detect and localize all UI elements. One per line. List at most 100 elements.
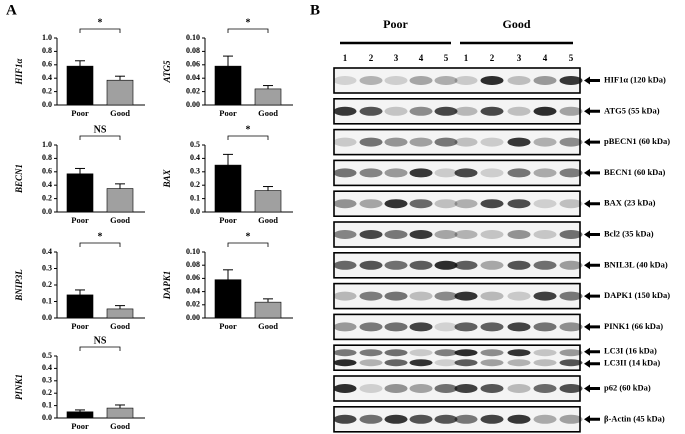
blot-band [434,230,458,239]
blot-band [434,359,458,367]
blot-band [409,106,433,116]
y-axis-label: ATG5 [162,60,172,84]
blot-band [434,106,458,116]
blot-band [333,106,357,116]
y-tick-label: 0.08 [186,46,200,55]
y-tick-label: 0.0 [42,100,52,109]
arrow [584,76,600,85]
protein-label: p62 (60 kDa) [604,382,651,392]
blot-band [559,137,583,147]
blot-band [409,414,433,424]
y-tick-label: 0.8 [42,153,52,162]
blot-band [359,359,383,367]
x-tick-label: Good [258,215,278,225]
blot-band [409,168,433,178]
bar [106,407,134,419]
blot-band [359,414,383,424]
blot-band [533,168,557,178]
protein-label: LC3I (16 kDa) [604,346,657,356]
protein-label: BAX (23 kDa) [604,198,656,208]
blot-band [480,359,504,367]
blot-strip [333,190,583,217]
blot-band [480,76,504,85]
blot-band [480,291,504,301]
blot-band [533,359,557,367]
blot-band [454,260,478,270]
y-tick-label: 0.04 [186,286,200,295]
arrow [584,359,600,368]
blot-strip [333,128,583,156]
blot-band [359,384,383,393]
blot-band [384,260,408,270]
lane-label: 3 [517,53,522,63]
y-tick-label: 0.1 [190,193,200,202]
blot-band [333,76,357,85]
blot-band [434,137,458,147]
x-tick-label: Poor [219,108,237,118]
blot-band [480,137,504,147]
blot-band [359,76,383,85]
y-tick-label: 0.10 [186,247,200,256]
lane-label: 4 [419,53,424,63]
y-axis-label: BAX [162,169,172,189]
blot-band [454,137,478,147]
blot-band [533,76,557,85]
blot-band [409,137,433,147]
blot-band [533,230,557,239]
blot-band [480,199,504,209]
blot-band [559,359,583,367]
blot-band [480,349,504,357]
blot-band [533,349,557,357]
bar [214,164,242,213]
blot-band [454,291,478,301]
bar [66,411,94,419]
blot-band [333,291,357,301]
y-tick-label: 0.3 [190,167,200,176]
y-tick-label: 0.4 [42,180,52,189]
blot-strip [333,344,583,372]
group-label: Poor [383,17,408,31]
x-tick-label: Poor [71,321,89,331]
protein-label: HIF1α (120 kDa) [604,74,666,84]
blot-strip [333,221,583,248]
blot-strip [333,405,583,433]
lane-label: 4 [543,53,548,63]
panel-label: A [6,2,17,18]
x-tick-label: Good [110,108,130,118]
blot-band [359,322,383,332]
blot-band [434,414,458,424]
blot-band [333,349,357,357]
y-tick-label: 0.10 [186,33,200,42]
blot-band [454,359,478,367]
blot-band [507,199,531,209]
blot-band [384,106,408,116]
y-tick-label: 0.06 [186,273,200,282]
y-tick-label: 0.08 [186,260,200,269]
arrow [584,107,600,116]
blot-band [409,199,433,209]
blot-band [384,414,408,424]
significance-label: * [98,231,103,242]
y-tick-label: 1.0 [42,33,52,42]
arrow [584,415,600,424]
bar [254,88,282,106]
group-label: Good [502,17,530,31]
bar [66,65,94,106]
blot-band [559,414,583,424]
y-tick-label: 0.1 [42,296,52,305]
blot-band [434,349,458,357]
significance-bracket [79,346,121,351]
blot-band [480,322,504,332]
panel-label: B [310,2,320,18]
arrow [584,384,600,393]
blot-band [454,384,478,393]
significance-bracket [79,28,121,33]
blot-band [384,168,408,178]
y-tick-label: 0.0 [42,313,52,322]
blot-band [359,230,383,239]
lane-label: 1 [464,53,469,63]
y-axis-label: PINK1 [14,374,24,400]
y-tick-label: 0.6 [42,167,52,176]
blot-band [559,199,583,209]
blot-band [333,322,357,332]
